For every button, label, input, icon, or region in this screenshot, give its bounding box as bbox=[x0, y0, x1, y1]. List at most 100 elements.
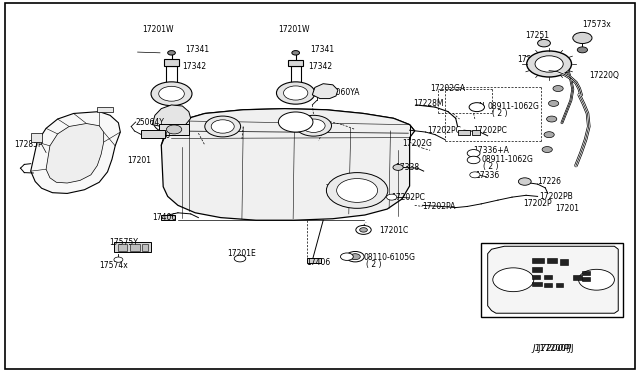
Text: R: R bbox=[345, 254, 349, 259]
Text: J17200PJ: J17200PJ bbox=[538, 344, 574, 353]
Text: 17202PC: 17202PC bbox=[474, 126, 508, 135]
Text: 17341: 17341 bbox=[310, 45, 335, 54]
Circle shape bbox=[573, 32, 592, 44]
Text: 17201C: 17201C bbox=[379, 226, 408, 235]
Bar bbox=[560, 259, 568, 265]
Circle shape bbox=[326, 173, 388, 208]
Bar bbox=[547, 258, 557, 263]
Bar bbox=[573, 275, 582, 280]
Text: 17336+A: 17336+A bbox=[474, 146, 509, 155]
Polygon shape bbox=[165, 109, 415, 146]
Text: 08110-6105G: 08110-6105G bbox=[364, 253, 415, 262]
Polygon shape bbox=[152, 105, 191, 127]
Bar bbox=[582, 271, 590, 275]
Circle shape bbox=[470, 172, 480, 178]
Text: 17285P: 17285P bbox=[14, 140, 43, 149]
Text: ( 2 ): ( 2 ) bbox=[366, 260, 381, 269]
Bar bbox=[458, 130, 470, 135]
Text: N: N bbox=[479, 102, 484, 110]
Circle shape bbox=[292, 51, 300, 55]
Circle shape bbox=[302, 119, 325, 132]
Circle shape bbox=[340, 253, 353, 260]
Text: 17202PA: 17202PA bbox=[422, 202, 456, 211]
Circle shape bbox=[159, 86, 184, 101]
Bar bbox=[31, 133, 42, 142]
Text: 17202P: 17202P bbox=[524, 199, 552, 208]
Circle shape bbox=[493, 268, 534, 292]
Text: 25064Y: 25064Y bbox=[136, 118, 164, 126]
Circle shape bbox=[387, 194, 397, 200]
Bar bbox=[532, 275, 540, 279]
Bar bbox=[142, 244, 148, 251]
Text: 17406: 17406 bbox=[306, 258, 330, 267]
Circle shape bbox=[276, 82, 315, 104]
Text: 08911-1062G: 08911-1062G bbox=[488, 102, 540, 110]
Circle shape bbox=[346, 251, 364, 262]
Text: 17251: 17251 bbox=[525, 31, 548, 40]
Text: 17342: 17342 bbox=[308, 62, 333, 71]
Polygon shape bbox=[46, 124, 104, 183]
Text: 17336: 17336 bbox=[475, 171, 499, 180]
Circle shape bbox=[553, 86, 563, 92]
Text: 17201W: 17201W bbox=[142, 25, 173, 34]
Bar bbox=[532, 267, 542, 272]
Text: ( 2 ): ( 2 ) bbox=[483, 162, 499, 171]
Circle shape bbox=[518, 178, 531, 185]
Bar bbox=[307, 258, 321, 263]
Text: 17040: 17040 bbox=[146, 131, 170, 140]
Text: 17243M: 17243M bbox=[524, 285, 554, 294]
Text: 17201: 17201 bbox=[127, 156, 151, 165]
Circle shape bbox=[114, 257, 123, 262]
Circle shape bbox=[168, 51, 175, 55]
Circle shape bbox=[278, 112, 313, 132]
Bar bbox=[472, 130, 480, 135]
Text: N: N bbox=[472, 155, 478, 164]
Circle shape bbox=[542, 147, 552, 153]
Circle shape bbox=[535, 56, 563, 72]
Bar bbox=[159, 124, 189, 135]
Circle shape bbox=[284, 86, 308, 100]
Circle shape bbox=[544, 132, 554, 138]
Circle shape bbox=[547, 116, 557, 122]
Circle shape bbox=[166, 125, 182, 134]
Text: 17341: 17341 bbox=[186, 45, 210, 54]
Bar bbox=[544, 275, 552, 279]
Text: 17338: 17338 bbox=[396, 163, 420, 172]
Circle shape bbox=[548, 100, 559, 106]
Polygon shape bbox=[312, 84, 338, 99]
Text: 17240: 17240 bbox=[517, 55, 541, 64]
Text: 17202GA: 17202GA bbox=[430, 84, 465, 93]
Bar bbox=[544, 283, 552, 287]
Bar bbox=[118, 244, 127, 251]
Circle shape bbox=[538, 39, 550, 47]
Bar bbox=[114, 242, 151, 252]
Bar bbox=[288, 60, 303, 66]
Bar bbox=[582, 277, 590, 281]
Circle shape bbox=[467, 156, 480, 164]
Bar bbox=[532, 282, 542, 286]
Bar bbox=[141, 130, 165, 138]
Text: ( 2 ): ( 2 ) bbox=[492, 109, 507, 118]
Bar bbox=[161, 215, 175, 220]
Text: N: N bbox=[471, 157, 476, 162]
Bar bbox=[481, 243, 623, 317]
Text: 17202PC: 17202PC bbox=[392, 193, 426, 202]
Text: 17228M: 17228M bbox=[413, 99, 444, 108]
Bar bbox=[532, 258, 544, 263]
Polygon shape bbox=[31, 112, 120, 193]
Circle shape bbox=[467, 150, 480, 157]
Polygon shape bbox=[488, 246, 618, 313]
Circle shape bbox=[154, 112, 189, 133]
Circle shape bbox=[205, 116, 241, 137]
Bar bbox=[164, 59, 179, 66]
Circle shape bbox=[393, 164, 403, 170]
Circle shape bbox=[234, 255, 246, 262]
Bar bbox=[556, 283, 563, 287]
Bar bbox=[130, 244, 140, 251]
Text: 17201E: 17201E bbox=[227, 249, 256, 258]
Text: 25060YA: 25060YA bbox=[326, 88, 360, 97]
Text: 17202G: 17202G bbox=[402, 139, 432, 148]
Text: R: R bbox=[355, 253, 360, 262]
Circle shape bbox=[360, 228, 367, 232]
Polygon shape bbox=[161, 109, 415, 220]
